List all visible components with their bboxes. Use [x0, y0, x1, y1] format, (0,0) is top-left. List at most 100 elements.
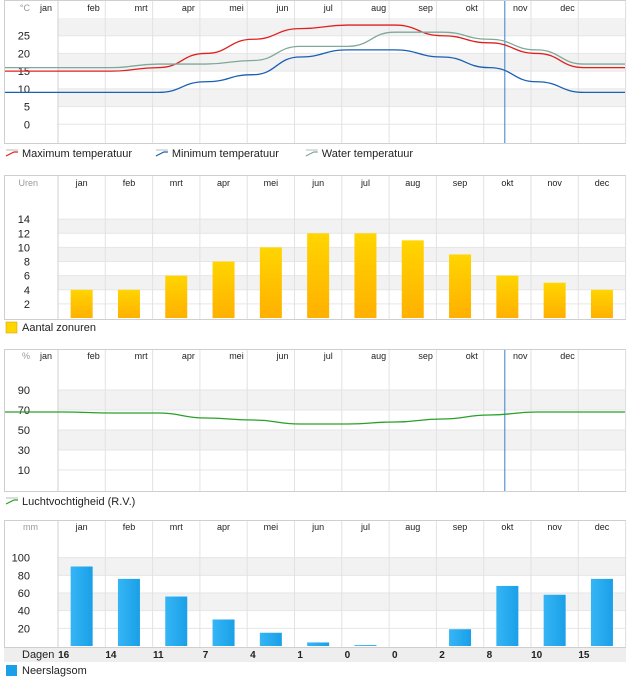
- days-value-mrt: 11: [153, 650, 164, 661]
- legend-swatch-2: [305, 151, 318, 157]
- month-label-okt: okt: [466, 3, 479, 13]
- month-label-aug: aug: [371, 3, 386, 13]
- legend-label-0: Neerslagsom: [22, 665, 87, 677]
- month-label-dec: dec: [595, 178, 610, 188]
- bar-feb: [117, 578, 140, 646]
- month-label-jun: jun: [311, 522, 324, 532]
- series-line-1: [5, 49, 625, 94]
- month-label-jan: jan: [39, 351, 52, 361]
- chart-panel-0: °C jan feb mrt apr mei jun jul aug sep okt nov dec 0 5…: [4, 0, 627, 160]
- y-tick-label: 12: [18, 228, 30, 240]
- month-label-apr: apr: [182, 3, 195, 13]
- bar-nov: [543, 282, 566, 318]
- y-tick-label: 30: [18, 445, 30, 457]
- bar-sep: [449, 254, 472, 318]
- month-label-nov: nov: [513, 351, 528, 361]
- legend-label-0: Maximum temperatuur: [22, 148, 132, 160]
- month-label-jul: jul: [360, 522, 370, 532]
- y-tick-label: 90: [18, 385, 30, 397]
- chart-frame: [4, 520, 626, 648]
- month-label-dec: dec: [560, 3, 575, 13]
- chart-panel-3: mm jan feb mrt apr mei jun jul aug sep okt nov dec20…: [4, 520, 627, 677]
- days-value-okt: 8: [487, 650, 493, 661]
- y-axis-unit: %: [22, 351, 30, 361]
- legend: Luchtvochtigheid (R.V.): [5, 496, 135, 508]
- month-label-mrt: mrt: [170, 522, 183, 532]
- y-tick-label: 5: [24, 102, 30, 114]
- chart-panel-2: % jan feb mrt apr mei jun jul aug sep okt nov dec 10 3…: [4, 349, 627, 508]
- y-tick-label: 2: [24, 299, 30, 311]
- y-tick-label: 0: [24, 119, 30, 131]
- month-label-nov: nov: [547, 522, 562, 532]
- legend: Maximum temperatuur Minimum temperatuur Wa…: [5, 148, 414, 160]
- month-label-feb: feb: [123, 522, 136, 532]
- bar-mei: [259, 632, 282, 646]
- month-label-jul: jul: [323, 351, 333, 361]
- y-tick-label: 20: [18, 48, 30, 60]
- series-line-0: [4, 24, 625, 72]
- bar-jan: [70, 566, 93, 646]
- days-value-mei: 4: [250, 650, 256, 661]
- bar-feb: [117, 289, 140, 318]
- month-label-sep: sep: [453, 178, 468, 188]
- bar-mrt: [165, 596, 188, 646]
- month-label-dec: dec: [595, 522, 610, 532]
- y-axis-unit: °C: [20, 3, 31, 13]
- legend-label-2: Water temperatuur: [322, 148, 414, 160]
- legend-label-0: Aantal zonuren: [22, 322, 96, 334]
- y-tick-label: 50: [18, 425, 30, 437]
- month-label-mrt: mrt: [170, 178, 183, 188]
- bar-dec: [590, 289, 613, 318]
- y-tick-label: 80: [18, 570, 30, 582]
- y-tick-label: 15: [18, 66, 30, 78]
- days-row-bg: [4, 648, 626, 662]
- days-value-jul: 0: [345, 650, 351, 661]
- month-label-jan: jan: [75, 178, 88, 188]
- month-label-aug: aug: [405, 178, 420, 188]
- y-tick-label: 4: [24, 285, 30, 297]
- month-label-sep: sep: [453, 522, 468, 532]
- legend-swatch-0: [5, 321, 18, 334]
- month-label-mrt: mrt: [135, 3, 148, 13]
- days-value-nov: 10: [531, 650, 543, 661]
- bar-jun: [307, 233, 330, 318]
- bar-mrt: [165, 275, 188, 318]
- legend-swatch-0: [5, 151, 18, 157]
- legend-label-0: Luchtvochtigheid (R.V.): [22, 496, 135, 508]
- bar-dec: [590, 578, 613, 646]
- legend: Neerslagsom: [6, 665, 87, 677]
- y-tick-label: 60: [18, 588, 30, 600]
- bar-apr: [212, 619, 235, 646]
- y-tick-label: 6: [24, 271, 30, 283]
- month-label-okt: okt: [466, 351, 479, 361]
- month-label-sep: sep: [418, 3, 433, 13]
- y-tick-label: 14: [18, 214, 30, 226]
- days-value-jan: 16: [58, 650, 70, 661]
- month-label-mrt: mrt: [135, 351, 148, 361]
- month-label-apr: apr: [217, 522, 230, 532]
- days-value-aug: 0: [392, 650, 398, 661]
- legend-swatch-1: [155, 151, 168, 157]
- month-label-jan: jan: [75, 522, 88, 532]
- bar-jul: [354, 233, 377, 318]
- month-label-sep: sep: [418, 351, 433, 361]
- month-label-apr: apr: [182, 351, 195, 361]
- bar-jun: [307, 642, 330, 646]
- legend: Aantal zonuren: [5, 321, 96, 334]
- legend-swatch-0: [5, 499, 18, 505]
- bar-aug: [401, 240, 424, 318]
- month-label-aug: aug: [405, 522, 420, 532]
- series-line-0: [5, 411, 625, 425]
- days-value-sep: 2: [439, 650, 445, 661]
- y-axis-unit: mm: [23, 522, 38, 532]
- y-axis-unit: Uren: [18, 178, 38, 188]
- bar-jan: [70, 289, 93, 318]
- month-label-nov: nov: [513, 3, 528, 13]
- bar-okt: [496, 585, 519, 646]
- month-label-dec: dec: [560, 351, 575, 361]
- bar-nov: [543, 594, 566, 646]
- month-label-apr: apr: [217, 178, 230, 188]
- y-tick-label: 100: [12, 553, 30, 565]
- month-label-nov: nov: [547, 178, 562, 188]
